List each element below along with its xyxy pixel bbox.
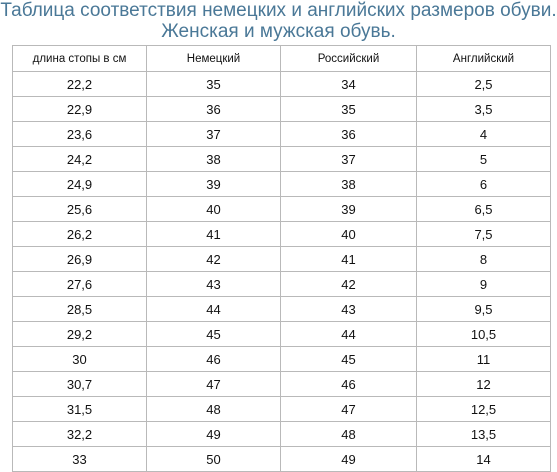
cell-english: 12 bbox=[416, 371, 551, 397]
header-german: Немецкий bbox=[146, 45, 281, 72]
cell-foot-length: 26,9 bbox=[12, 246, 147, 272]
cell-german: 41 bbox=[146, 221, 281, 247]
cell-foot-length: 33 bbox=[12, 446, 147, 472]
cell-foot-length: 22,9 bbox=[12, 96, 147, 122]
cell-russian: 39 bbox=[280, 196, 417, 222]
table-row: 30,7 47 46 12 bbox=[12, 371, 551, 397]
size-table-container: длина стопы в см Немецкий Российский Анг… bbox=[12, 45, 551, 472]
cell-english: 13,5 bbox=[416, 421, 551, 447]
cell-german: 43 bbox=[146, 271, 281, 297]
cell-german: 40 bbox=[146, 196, 281, 222]
cell-english: 10,5 bbox=[416, 321, 551, 347]
table-row: 26,9 42 41 8 bbox=[12, 246, 551, 272]
cell-english: 9,5 bbox=[416, 296, 551, 322]
cell-russian: 38 bbox=[280, 171, 417, 197]
page-title: Таблица соответствия немецких и английск… bbox=[0, 0, 557, 42]
table-row: 31,5 48 47 12,5 bbox=[12, 396, 551, 422]
cell-german: 44 bbox=[146, 296, 281, 322]
cell-russian: 47 bbox=[280, 396, 417, 422]
cell-russian: 44 bbox=[280, 321, 417, 347]
cell-russian: 45 bbox=[280, 346, 417, 372]
title-line-1: Таблица соответствия немецких и английск… bbox=[0, 0, 557, 21]
cell-russian: 49 bbox=[280, 446, 417, 472]
cell-foot-length: 30,7 bbox=[12, 371, 147, 397]
table-row: 24,2 38 37 5 bbox=[12, 146, 551, 172]
cell-german: 37 bbox=[146, 121, 281, 147]
table-row: 30 46 45 11 bbox=[12, 346, 551, 372]
cell-foot-length: 23,6 bbox=[12, 121, 147, 147]
cell-foot-length: 24,2 bbox=[12, 146, 147, 172]
cell-foot-length: 27,6 bbox=[12, 271, 147, 297]
cell-russian: 42 bbox=[280, 271, 417, 297]
cell-german: 47 bbox=[146, 371, 281, 397]
title-line-2: Женская и мужская обувь. bbox=[161, 21, 396, 42]
cell-russian: 46 bbox=[280, 371, 417, 397]
cell-foot-length: 22,2 bbox=[12, 71, 147, 97]
cell-english: 2,5 bbox=[416, 71, 551, 97]
cell-german: 46 bbox=[146, 346, 281, 372]
table-row: 22,2 35 34 2,5 bbox=[12, 71, 551, 97]
cell-russian: 41 bbox=[280, 246, 417, 272]
cell-russian: 37 bbox=[280, 146, 417, 172]
cell-english: 14 bbox=[416, 446, 551, 472]
cell-foot-length: 31,5 bbox=[12, 396, 147, 422]
cell-foot-length: 25,6 bbox=[12, 196, 147, 222]
table-row: 23,6 37 36 4 bbox=[12, 121, 551, 147]
cell-german: 49 bbox=[146, 421, 281, 447]
cell-german: 35 bbox=[146, 71, 281, 97]
cell-german: 45 bbox=[146, 321, 281, 347]
cell-foot-length: 29,2 bbox=[12, 321, 147, 347]
table-row: 33 50 49 14 bbox=[12, 446, 551, 472]
cell-german: 38 bbox=[146, 146, 281, 172]
cell-english: 11 bbox=[416, 346, 551, 372]
cell-russian: 34 bbox=[280, 71, 417, 97]
cell-german: 39 bbox=[146, 171, 281, 197]
cell-english: 5 bbox=[416, 146, 551, 172]
table-header-row: длина стопы в см Немецкий Российский Анг… bbox=[12, 45, 551, 72]
cell-english: 4 bbox=[416, 121, 551, 147]
header-foot-length: длина стопы в см bbox=[12, 45, 147, 72]
cell-russian: 35 bbox=[280, 96, 417, 122]
cell-german: 48 bbox=[146, 396, 281, 422]
cell-english: 8 bbox=[416, 246, 551, 272]
table-row: 28,5 44 43 9,5 bbox=[12, 296, 551, 322]
cell-english: 9 bbox=[416, 271, 551, 297]
cell-english: 6 bbox=[416, 171, 551, 197]
table-row: 25,6 40 39 6,5 bbox=[12, 196, 551, 222]
table-row: 27,6 43 42 9 bbox=[12, 271, 551, 297]
cell-russian: 48 bbox=[280, 421, 417, 447]
cell-english: 12,5 bbox=[416, 396, 551, 422]
table-row: 29,2 45 44 10,5 bbox=[12, 321, 551, 347]
header-english: Английский bbox=[416, 45, 551, 72]
cell-foot-length: 32,2 bbox=[12, 421, 147, 447]
cell-english: 7,5 bbox=[416, 221, 551, 247]
size-conversion-table: длина стопы в см Немецкий Российский Анг… bbox=[12, 45, 551, 472]
table-body: 22,2 35 34 2,5 22,9 36 35 3,5 23,6 37 36 4 24,2 38 37 5… bbox=[12, 71, 551, 472]
cell-russian: 40 bbox=[280, 221, 417, 247]
cell-german: 42 bbox=[146, 246, 281, 272]
cell-foot-length: 26,2 bbox=[12, 221, 147, 247]
table-row: 22,9 36 35 3,5 bbox=[12, 96, 551, 122]
cell-foot-length: 24,9 bbox=[12, 171, 147, 197]
header-russian: Российский bbox=[280, 45, 417, 72]
cell-foot-length: 28,5 bbox=[12, 296, 147, 322]
cell-english: 3,5 bbox=[416, 96, 551, 122]
cell-russian: 36 bbox=[280, 121, 417, 147]
cell-german: 36 bbox=[146, 96, 281, 122]
cell-german: 50 bbox=[146, 446, 281, 472]
cell-foot-length: 30 bbox=[12, 346, 147, 372]
cell-english: 6,5 bbox=[416, 196, 551, 222]
cell-russian: 43 bbox=[280, 296, 417, 322]
table-row: 26,2 41 40 7,5 bbox=[12, 221, 551, 247]
table-row: 24,9 39 38 6 bbox=[12, 171, 551, 197]
table-row: 32,2 49 48 13,5 bbox=[12, 421, 551, 447]
